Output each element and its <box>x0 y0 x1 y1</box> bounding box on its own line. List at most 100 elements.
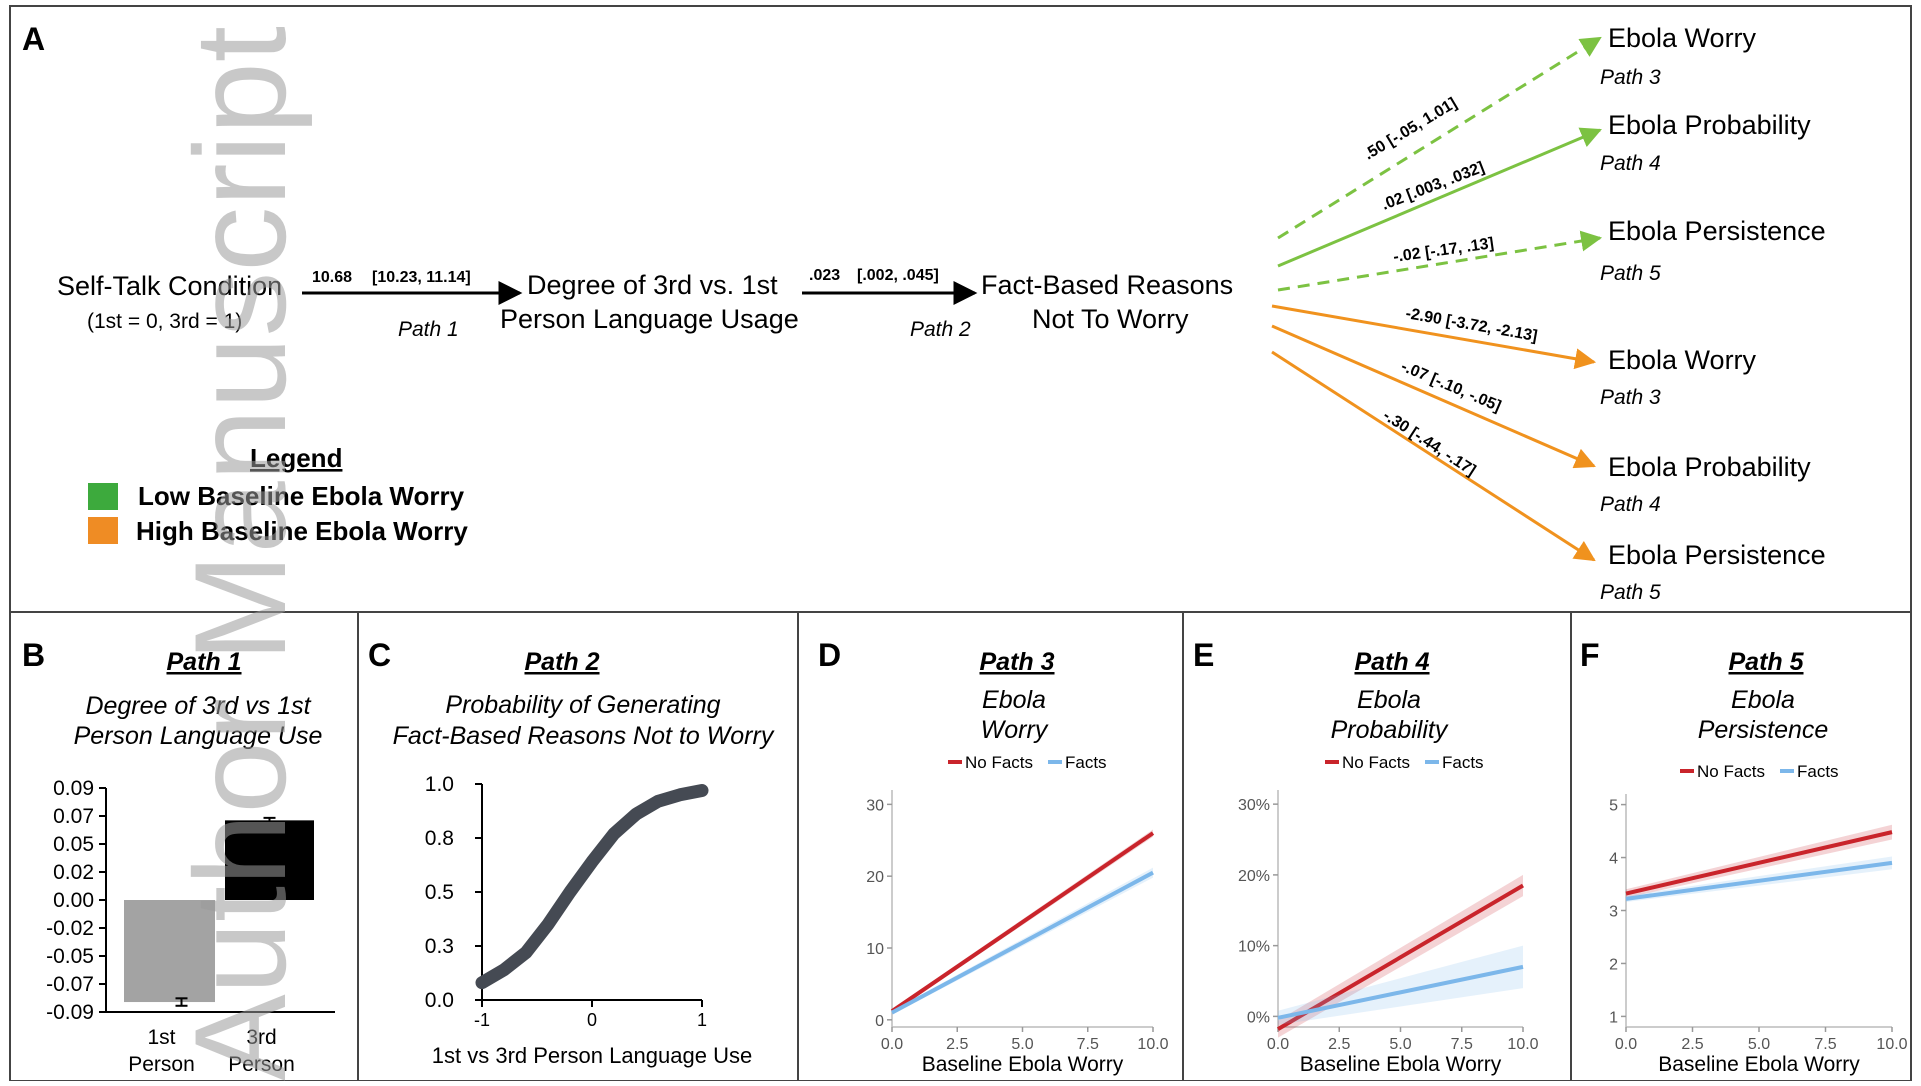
legend-label-facts: Facts <box>1797 762 1839 781</box>
x-tick-label: 10.0 <box>1137 1036 1168 1053</box>
legend-label-facts: Facts <box>1442 753 1484 772</box>
regression-line-facts <box>891 870 1154 1015</box>
y-tick-label: 3 <box>1609 904 1618 921</box>
y-tick-label: 5 <box>1609 798 1618 815</box>
orange-target-persistence: Ebola Persistence <box>1608 540 1826 570</box>
y-tick-label: 0.00 <box>53 889 94 912</box>
y-tick-label: 1.0 <box>425 773 454 796</box>
watermark: Author Manuscript <box>167 26 313 1081</box>
panel-b: B Path 1 Degree of 3rd vs 1st Person Lan… <box>22 637 335 1076</box>
panel-letter: C <box>368 637 391 673</box>
panel-c: C Path 2 Probability of Generating Fact-… <box>368 637 775 1068</box>
panel-path-title: Path 1 <box>166 648 241 676</box>
y-tick-label: 4 <box>1609 851 1618 868</box>
legend-label-facts: Facts <box>1065 753 1107 772</box>
y-tick-label: 0.5 <box>425 881 454 904</box>
bar <box>225 820 314 900</box>
x-axis-label: 1st vs 3rd Person Language Use <box>432 1043 752 1068</box>
path1-coef: 10.68 <box>312 269 352 286</box>
panel-e: E Path 4 Ebola Probability No Facts Facts… <box>1193 637 1539 1076</box>
panel-letter: E <box>1193 637 1214 673</box>
y-tick-label: 0.0 <box>425 989 454 1012</box>
x-tick-label: 10.0 <box>1507 1036 1538 1053</box>
panel-subtitle: Degree of 3rd vs 1st <box>85 692 311 720</box>
green-path3-coef: .50 [-.05, 1.01] <box>1361 95 1460 164</box>
green-target-persistence-path: Path 5 <box>1600 262 1661 285</box>
y-tick-label: 0 <box>875 1013 884 1030</box>
legend-label-no-facts: No Facts <box>1697 762 1765 781</box>
legend-swatch-high <box>88 517 118 544</box>
orange-path4-arrow <box>1271 324 1596 469</box>
panel-letter: D <box>818 637 841 673</box>
chart-f: No Facts Facts 1 2 3 4 5 0.0 2.5 5.0 7.5 10.0 Baseli… <box>1609 762 1908 1076</box>
panel-f: F Path 5 Ebola Persistence No Facts Facts… <box>1580 637 1908 1076</box>
legend-title: Legend <box>250 443 342 473</box>
y-tick-label: -0.05 <box>46 945 94 968</box>
y-tick-label: 1 <box>1609 1009 1618 1026</box>
bar <box>124 900 215 1003</box>
path1-ci: [10.23, 11.14] <box>372 269 471 286</box>
y-tick-label: 0% <box>1247 1009 1270 1026</box>
panel-subtitle: Person Language Use <box>74 722 323 750</box>
regression-line-no-facts <box>1625 830 1893 896</box>
panel-path-title: Path 2 <box>524 648 599 676</box>
panel-subtitle: Fact-Based Reasons Not to Worry <box>393 722 775 750</box>
chart-e: No Facts Facts 0% 10% 20% 30% 0.0 2.5 5.0 7.5 10.0… <box>1238 753 1539 1076</box>
fact-node-line1: Fact-Based Reasons <box>981 270 1233 300</box>
panel-letter: A <box>22 21 45 57</box>
probability-curve <box>475 784 709 990</box>
x-tick-label: 1st <box>147 1026 175 1049</box>
y-tick-label: 0.8 <box>425 827 454 850</box>
path2-label: Path 2 <box>910 318 971 341</box>
green-target-probability: Ebola Probability <box>1608 110 1811 140</box>
orange-target-probability: Ebola Probability <box>1608 452 1811 482</box>
green-path5-coef: -.02 [-.17, .13] <box>1392 235 1495 266</box>
y-tick-label: 20% <box>1238 868 1270 885</box>
x-tick-label: 0 <box>587 1010 597 1030</box>
source-node-title: Self-Talk Condition <box>57 271 282 301</box>
y-tick-label: 30% <box>1238 797 1270 814</box>
panel-path-title: Path 4 <box>1354 648 1429 676</box>
y-tick-label: 0.3 <box>425 935 454 958</box>
chart-c: 0.0 0.3 0.5 0.8 1.0 -1 0 1 1st vs 3rd Person Lan… <box>425 773 752 1068</box>
y-tick-label: 10 <box>866 941 884 958</box>
green-target-worry: Ebola Worry <box>1608 23 1757 53</box>
y-tick-label: 2 <box>1609 956 1618 973</box>
legend-label-high: High Baseline Ebola Worry <box>136 516 468 546</box>
green-path5-arrow <box>1277 230 1603 292</box>
mid-node-line2: Person Language Usage <box>500 304 799 334</box>
source-node-subtitle: (1st = 0, 3rd = 1) <box>87 310 242 333</box>
panel-letter: F <box>1580 637 1600 673</box>
x-tick-label: 3rd <box>246 1026 276 1049</box>
x-tick-label: Person <box>228 1053 295 1076</box>
legend-label-no-facts: No Facts <box>965 753 1033 772</box>
panel-subtitle: Ebola <box>1357 686 1421 714</box>
y-tick-label: -0.02 <box>46 917 94 940</box>
green-target-worry-path: Path 3 <box>1600 66 1661 89</box>
y-tick-label: -0.09 <box>46 1001 94 1024</box>
x-tick-label: -1 <box>474 1010 490 1030</box>
x-tick-label: 0.0 <box>1267 1036 1289 1053</box>
regression-line-no-facts <box>890 831 1155 1013</box>
x-tick-label: 5.0 <box>1389 1036 1411 1053</box>
fact-node-line2: Not To Worry <box>1032 304 1189 334</box>
y-tick-label: 0.02 <box>53 861 94 884</box>
green-path4-coef: .02 [.003, .032] <box>1379 159 1486 214</box>
green-path3-arrow <box>1277 36 1602 240</box>
x-axis-label: Baseline Ebola Worry <box>1658 1053 1860 1076</box>
regression-line-facts <box>1625 860 1893 901</box>
panel-subtitle: Probability <box>1331 716 1449 744</box>
x-tick-label: 5.0 <box>1748 1036 1770 1053</box>
green-path4-arrow <box>1277 127 1602 268</box>
y-tick-label: 20 <box>866 869 884 886</box>
x-axis-label: Baseline Ebola Worry <box>1300 1053 1502 1076</box>
y-tick-label: 0.07 <box>53 805 94 828</box>
x-tick-label: 0.0 <box>881 1036 903 1053</box>
panel-subtitle: Persistence <box>1698 716 1829 744</box>
orange-target-worry: Ebola Worry <box>1608 345 1757 375</box>
legend-label-low: Low Baseline Ebola Worry <box>138 481 465 511</box>
path1-label: Path 1 <box>398 318 459 341</box>
x-tick-label: 7.5 <box>1814 1036 1836 1053</box>
